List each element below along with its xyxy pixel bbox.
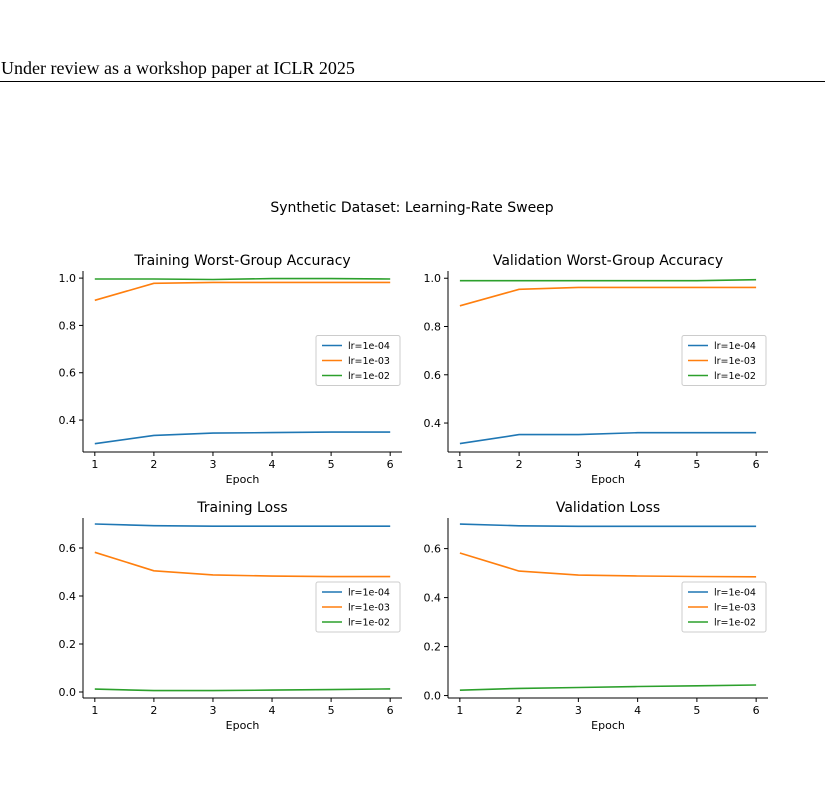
legend-label: lr=1e-04 — [714, 341, 756, 352]
x-tick-label: 6 — [387, 458, 394, 471]
y-tick-label: 0.6 — [59, 367, 77, 380]
legend-label: lr=1e-02 — [714, 371, 756, 382]
series-line-lr=1e-04 — [459, 523, 757, 528]
legend-box — [315, 335, 401, 386]
series-line-lr=1e-03 — [94, 281, 391, 302]
header-text: Under review as a workshop paper at ICLR… — [1, 58, 355, 78]
series-line-lr=1e-03 — [94, 551, 391, 578]
series-line-lr=1e-02 — [94, 277, 391, 281]
x-tick-label: 1 — [456, 458, 463, 471]
y-tick-label: 0.6 — [424, 369, 442, 382]
subplot-title: Training Worst-Group Accuracy — [133, 253, 350, 269]
subplot-title: Validation Loss — [556, 500, 660, 516]
series-line-lr=1e-03 — [459, 552, 757, 578]
x-tick-label: 5 — [693, 704, 700, 717]
x-tick-label: 2 — [150, 458, 157, 471]
series-line-lr=1e-02 — [94, 688, 391, 692]
series-line-lr=1e-04 — [459, 431, 757, 445]
x-tick-label: 4 — [634, 458, 641, 471]
y-tick-label: 0.4 — [59, 590, 77, 603]
legend: lr=1e-04 lr=1e-03 lr=1e-02 — [315, 581, 401, 633]
x-axis-label: Epoch — [226, 473, 260, 486]
y-tick-label: 1.0 — [59, 272, 77, 285]
header-rule — [0, 81, 825, 82]
legend-box — [681, 335, 767, 386]
y-tick-label: 0.4 — [424, 417, 442, 430]
figure-suptitle: Synthetic Dataset: Learning-Rate Sweep — [270, 200, 553, 216]
legend-box — [315, 581, 401, 633]
y-tick-label: 0.8 — [59, 319, 77, 332]
legend-label: lr=1e-04 — [348, 588, 390, 599]
y-tick-label: 0.6 — [424, 543, 442, 556]
y-tick-label: 0.2 — [59, 638, 77, 651]
x-tick-label: 6 — [753, 704, 760, 717]
series-line-lr=1e-04 — [94, 431, 391, 445]
y-tick-label: 0.0 — [59, 686, 77, 699]
x-tick-label: 1 — [456, 704, 463, 717]
x-tick-label: 3 — [209, 458, 216, 471]
x-tick-label: 6 — [753, 458, 760, 471]
x-tick-label: 5 — [328, 458, 335, 471]
legend-label: lr=1e-03 — [714, 356, 756, 367]
series-line-lr=1e-03 — [459, 286, 757, 307]
subplot-title: Training Loss — [196, 500, 287, 516]
legend-label: lr=1e-04 — [348, 341, 390, 352]
legend-label: lr=1e-02 — [714, 618, 756, 629]
subplot-4: Validation Loss 1 2 3 4 5 6 0.0 0.2 0.4 0.6 Epoch lr… — [424, 500, 768, 732]
y-tick-label: 0.8 — [424, 321, 442, 334]
series-line-lr=1e-04 — [94, 523, 391, 528]
series-line-lr=1e-02 — [459, 278, 757, 282]
legend: lr=1e-04 lr=1e-03 lr=1e-02 — [681, 335, 767, 386]
x-tick-label: 5 — [328, 704, 335, 717]
x-tick-label: 4 — [634, 704, 641, 717]
x-tick-label: 4 — [269, 704, 276, 717]
x-tick-label: 1 — [91, 458, 98, 471]
page-header: Under review as a workshop paper at ICLR… — [0, 58, 825, 82]
subplot-2: Validation Worst-Group Accuracy 1 2 3 4 5 6 0.4… — [424, 253, 768, 486]
x-axis-label: Epoch — [226, 719, 260, 732]
legend-label: lr=1e-03 — [714, 603, 756, 614]
y-tick-label: 0.4 — [59, 414, 77, 427]
legend: lr=1e-04 lr=1e-03 lr=1e-02 — [681, 581, 767, 633]
x-tick-label: 5 — [693, 458, 700, 471]
x-tick-label: 2 — [516, 458, 523, 471]
x-tick-label: 3 — [575, 458, 582, 471]
x-axis-label: Epoch — [591, 473, 625, 486]
y-tick-label: 0.6 — [59, 542, 77, 555]
x-tick-label: 4 — [269, 458, 276, 471]
legend-label: lr=1e-02 — [348, 371, 390, 382]
x-axis-label: Epoch — [591, 719, 625, 732]
x-tick-label: 6 — [387, 704, 394, 717]
x-tick-label: 2 — [150, 704, 157, 717]
x-tick-label: 1 — [91, 704, 98, 717]
legend-label: lr=1e-03 — [348, 356, 390, 367]
legend-label: lr=1e-04 — [714, 588, 756, 599]
subplot-3: Training Loss 1 2 3 4 5 6 0.0 0.2 0.4 0.6 Epoch lr=1… — [59, 500, 402, 732]
x-tick-label: 2 — [516, 704, 523, 717]
y-tick-label: 0.0 — [424, 690, 442, 703]
subplot-1: Training Worst-Group Accuracy 1 2 3 4 5 6 0.4 0.… — [59, 253, 402, 486]
legend: lr=1e-04 lr=1e-03 lr=1e-02 — [315, 335, 401, 386]
subplot-title: Validation Worst-Group Accuracy — [493, 253, 723, 269]
legend-label: lr=1e-02 — [348, 618, 390, 629]
x-tick-label: 3 — [209, 704, 216, 717]
x-tick-label: 3 — [575, 704, 582, 717]
y-tick-label: 0.2 — [424, 641, 442, 654]
y-tick-label: 1.0 — [424, 272, 442, 285]
y-tick-label: 0.4 — [424, 592, 442, 605]
legend-label: lr=1e-03 — [348, 603, 390, 614]
legend-box — [681, 581, 767, 633]
series-line-lr=1e-02 — [459, 684, 757, 691]
